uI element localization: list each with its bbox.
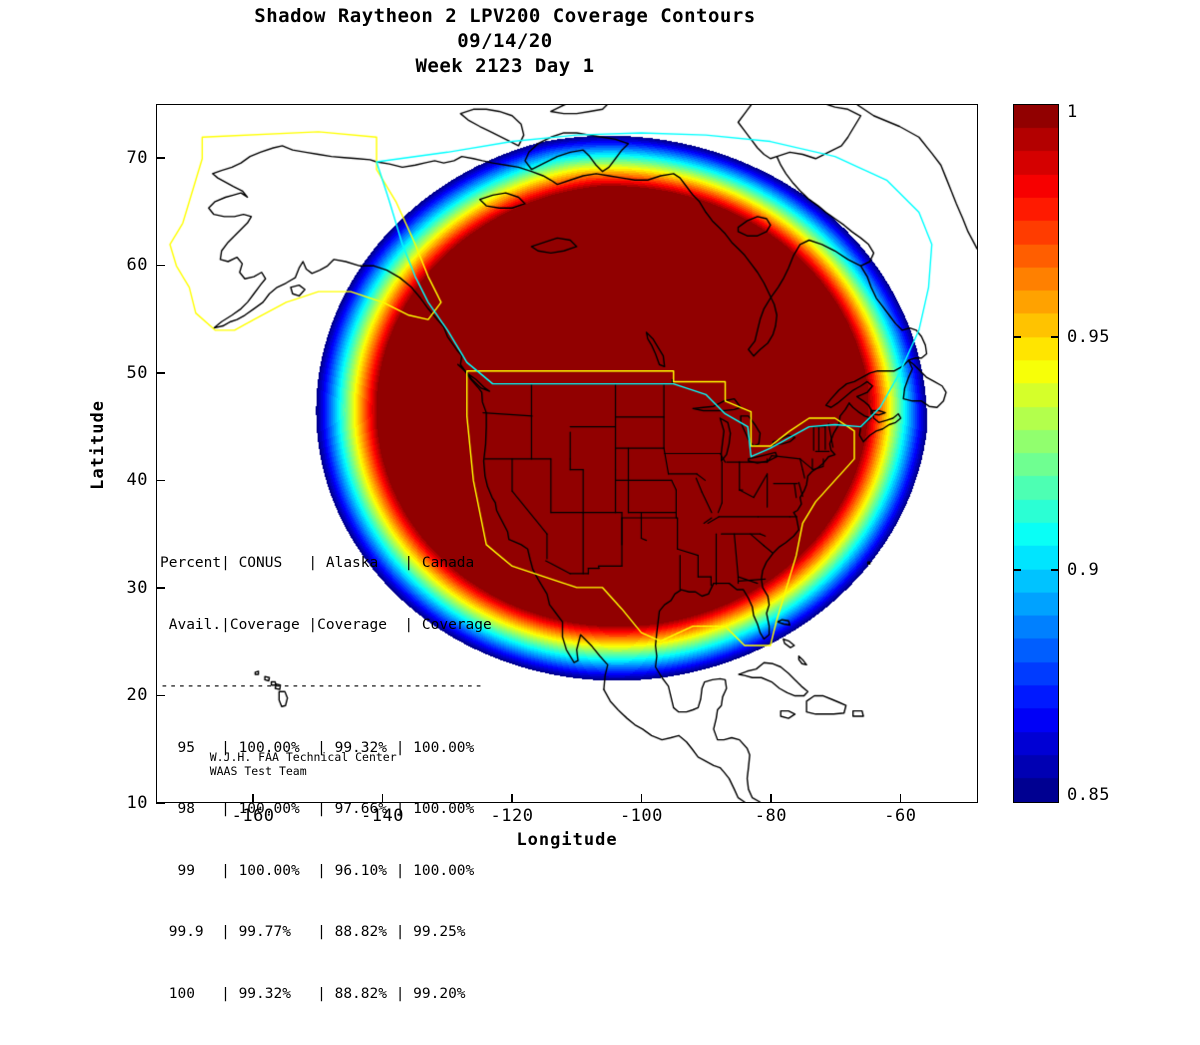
table-row: 100 | 99.32% | 88.82% | 99.20% — [160, 985, 466, 1002]
x-tick-label: -140 — [361, 806, 404, 826]
colorbar-tick-label: 0.9 — [1067, 560, 1100, 580]
title-line-3: Week 2123 Day 1 — [415, 55, 595, 77]
table-row: 95 | 100.00% | 99.32% | 100.00% — [160, 739, 475, 756]
coverage-contour-map — [157, 105, 977, 802]
colorbar-tick-mark — [1051, 569, 1059, 571]
y-tick-label: 30 — [126, 577, 148, 598]
x-tick-label: -80 — [754, 806, 787, 826]
x-tick-label: -120 — [490, 806, 534, 826]
y-tick-mark — [156, 372, 165, 374]
x-tick-mark — [381, 794, 384, 803]
y-tick-mark — [156, 694, 165, 697]
y-tick-mark — [156, 264, 165, 267]
table-separator: ------------------------------------- — [160, 678, 484, 694]
y-tick-mark — [156, 479, 165, 482]
colorbar-tick-mark — [1051, 336, 1059, 338]
y-tick-label: 20 — [126, 685, 148, 706]
x-tick-label: -60 — [884, 806, 917, 826]
figure-root: Shadow Raytheon 2 LPV200 Coverage Contou… — [0, 4, 1109, 1002]
credit-line-2: WAAS Test Team — [209, 764, 307, 778]
colorbar-tick-label: 1 — [1067, 102, 1078, 122]
figure-title: Shadow Raytheon 2 LPV200 Coverage Contou… — [0, 4, 1010, 79]
x-tick-mark — [770, 794, 772, 803]
y-tick-label: 40 — [126, 470, 148, 491]
colorbar-tick-label: 0.85 — [1067, 785, 1110, 805]
table-row: 99 | 100.00% | 96.10% | 100.00% — [160, 862, 475, 879]
title-line-2: 09/14/20 — [457, 30, 553, 52]
table-header-row-2: Avail.|Coverage |Coverage | Coverage — [160, 616, 492, 633]
x-tick-mark — [252, 794, 254, 803]
y-tick-label: 70 — [126, 147, 148, 168]
colorbar-gradient — [1013, 104, 1059, 803]
table-row: 99.9 | 99.77% | 88.82% | 99.25% — [160, 924, 466, 940]
colorbar-tick-label: 0.95 — [1067, 327, 1110, 347]
colorbar-tick-mark — [1013, 569, 1021, 571]
x-tick-mark — [640, 794, 643, 803]
title-line-1: Shadow Raytheon 2 LPV200 Coverage Contou… — [254, 5, 756, 27]
table-row: 98 | 100.00% | 97.66% | 100.00% — [160, 801, 475, 817]
table-header-row-1: Percent| CONUS | Alaska | Canada — [160, 555, 475, 571]
y-tick-label: 60 — [126, 255, 148, 276]
credit-line-1: W.J.H. FAA Technical Center — [209, 750, 397, 764]
y-tick-mark — [156, 802, 165, 804]
x-tick-mark — [899, 794, 902, 803]
colorbar-legend: 1 0.95 0.9 0.85 — [1013, 102, 1109, 805]
colorbar-canvas — [1014, 105, 1058, 802]
credit-block: W.J.H. FAA Technical Center WAAS Test Te… — [182, 736, 397, 792]
x-tick-label: -160 — [231, 806, 275, 826]
y-tick-label: 10 — [126, 793, 148, 813]
x-axis-label: Longitude — [516, 830, 618, 850]
x-tick-mark — [511, 794, 513, 803]
y-tick-label: 50 — [126, 362, 148, 383]
y-tick-mark — [156, 587, 165, 589]
x-tick-label: -100 — [619, 806, 663, 826]
map-plot-area — [156, 104, 978, 803]
y-tick-mark — [156, 157, 165, 159]
colorbar-tick-mark — [1013, 336, 1021, 338]
